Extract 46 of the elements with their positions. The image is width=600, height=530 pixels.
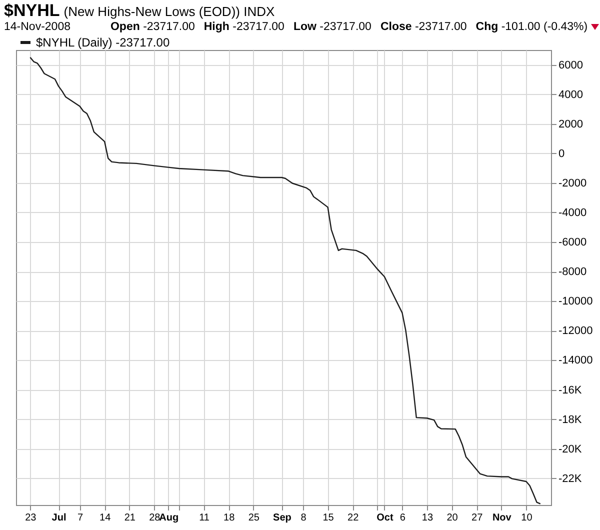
y-tick-label: -12000	[558, 325, 593, 338]
y-tick-label: -4000	[558, 207, 587, 219]
chart-subtitle: (New Highs-New Lows (EOD)) INDX	[64, 4, 275, 19]
y-tick-label: 0	[558, 148, 565, 160]
x-tick-label: 8	[300, 512, 307, 524]
x-tick-label: 6	[400, 512, 406, 524]
x-tick-label: 20	[446, 512, 458, 524]
x-tick-label: Aug	[159, 512, 179, 524]
x-tick-label: 21	[124, 512, 136, 524]
x-tick-label: 10	[521, 512, 533, 524]
x-tick-label: 18	[224, 512, 236, 524]
y-tick-label: -20K	[558, 443, 582, 456]
y-tick-label: -16K	[558, 384, 582, 396]
x-tick-label: Oct	[376, 512, 394, 524]
x-tick-label: Sep	[273, 512, 292, 524]
x-tick-label: 25	[248, 512, 260, 524]
y-tick-label: 4000	[558, 88, 583, 101]
text: Low -23717.00	[293, 20, 372, 33]
text: Chg -101.00 (-0.43%)	[476, 20, 588, 33]
chart-title: $NYHL	[4, 1, 60, 20]
x-tick-label: 22	[348, 512, 360, 524]
y-tick-label: 2000	[558, 118, 583, 130]
text: High -23717.00	[204, 20, 284, 33]
x-tick-label: 13	[422, 512, 434, 524]
text: 14-Nov-2008	[4, 20, 70, 33]
y-tick-label: -10000	[558, 296, 593, 308]
y-tick-label: -22K	[558, 472, 582, 485]
y-tick-label: -2000	[558, 177, 587, 190]
y-tick-label: -8000	[558, 266, 587, 278]
text: Open -23717.00	[110, 20, 195, 33]
x-tick-label: 14	[100, 512, 112, 524]
legend-label: $NYHL (Daily) -23717.00	[36, 36, 170, 50]
x-tick-label: Nov	[492, 512, 512, 524]
line-series	[30, 56, 541, 504]
y-tick-label: 6000	[558, 59, 583, 72]
x-tick-label: 11	[199, 512, 210, 524]
x-tick-label: Jul	[52, 512, 66, 524]
x-tick-label: 28	[149, 512, 161, 524]
x-tick-label: 7	[77, 512, 84, 524]
y-tick-label: -18K	[558, 414, 582, 426]
text: Close -23717.00	[380, 20, 467, 33]
y-tick-label: -14000	[558, 354, 593, 367]
x-tick-label: 27	[472, 512, 484, 524]
x-tick-label: 23	[25, 512, 37, 524]
x-tick-label: 15	[322, 512, 334, 524]
y-tick-label: -6000	[558, 236, 587, 249]
